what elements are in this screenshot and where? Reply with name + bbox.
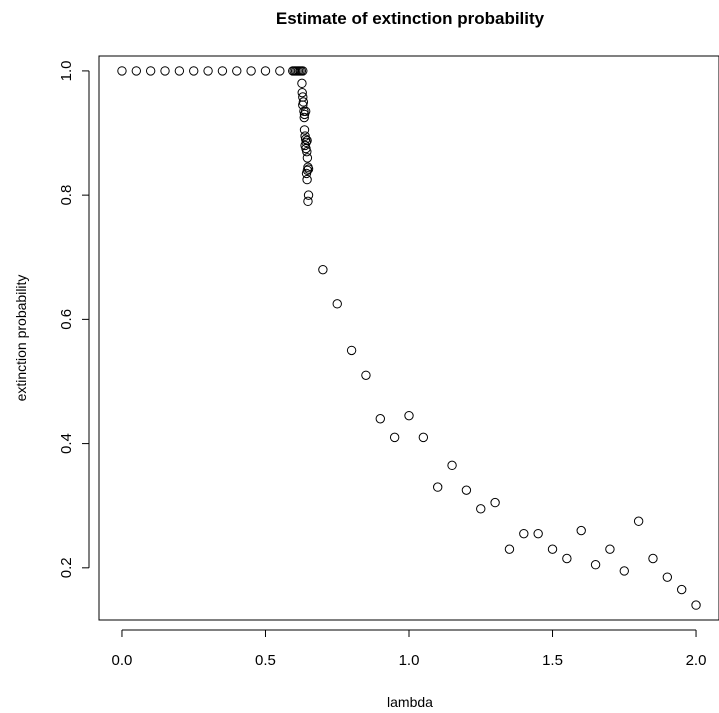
data-point <box>301 168 312 179</box>
data-point <box>447 460 457 471</box>
data-point <box>232 66 242 76</box>
y-tick-label: 0.4 <box>58 433 75 454</box>
x-tick-label: 1.5 <box>542 652 563 669</box>
data-point <box>691 600 701 610</box>
data-point <box>302 146 312 157</box>
x-axis: 0.0 0.5 1.0 1.5 2.0 <box>112 629 707 669</box>
x-tick-label: 0.5 <box>255 652 276 669</box>
x-tick-label: 1.0 <box>399 652 420 669</box>
data-point <box>404 410 414 421</box>
data-point <box>299 125 310 135</box>
data-points <box>117 66 701 610</box>
x-axis-label: lambda <box>387 694 433 710</box>
data-point <box>299 112 309 123</box>
data-point <box>246 66 256 76</box>
data-point <box>298 97 309 107</box>
data-point <box>260 66 271 76</box>
data-point <box>375 414 385 424</box>
y-axis-label: extinction probability <box>13 275 29 402</box>
data-point <box>547 544 558 554</box>
y-tick-label: 1.0 <box>58 60 75 81</box>
data-point <box>433 482 443 492</box>
data-point <box>302 153 313 163</box>
y-tick-label: 0.2 <box>58 557 75 578</box>
data-point <box>346 345 357 356</box>
data-point <box>461 485 472 495</box>
data-point <box>318 264 328 275</box>
data-point <box>297 78 307 89</box>
data-point <box>662 572 673 582</box>
data-point <box>174 66 185 76</box>
data-point <box>605 544 615 554</box>
data-point <box>619 566 629 576</box>
data-point <box>131 66 142 76</box>
data-point <box>300 134 311 144</box>
data-point <box>300 106 311 116</box>
data-point <box>298 66 308 76</box>
data-point <box>160 66 170 76</box>
data-point <box>418 432 429 443</box>
data-point <box>576 525 586 536</box>
data-point <box>633 516 644 526</box>
data-point <box>203 66 213 76</box>
x-tick-label: 0.0 <box>112 652 133 669</box>
data-point <box>300 131 310 141</box>
data-point <box>590 560 601 570</box>
data-point <box>361 370 371 380</box>
data-point <box>476 504 486 514</box>
y-tick-label: 0.8 <box>58 185 75 206</box>
data-point <box>676 584 687 595</box>
data-point <box>490 497 500 508</box>
data-point <box>562 553 572 564</box>
data-point <box>298 100 308 110</box>
data-point <box>648 553 658 564</box>
x-tick-label: 2.0 <box>686 652 707 669</box>
data-point <box>189 66 199 76</box>
data-point <box>533 528 543 539</box>
data-point <box>217 66 228 76</box>
data-point <box>389 432 400 443</box>
y-tick-label: 0.6 <box>58 309 75 330</box>
data-point <box>303 190 314 200</box>
data-point <box>332 299 342 309</box>
data-point <box>117 66 127 76</box>
plot-area-frame <box>98 55 719 621</box>
data-point <box>519 528 529 539</box>
data-point <box>303 164 314 174</box>
chart-title: Estimate of extinction probability <box>276 9 545 28</box>
y-axis: 0.2 0.4 0.6 0.8 1.0 <box>58 60 90 578</box>
data-point <box>504 544 515 554</box>
data-point <box>303 196 313 207</box>
data-point <box>297 87 307 98</box>
data-point <box>145 66 156 76</box>
data-point <box>275 66 285 76</box>
data-point <box>302 174 312 185</box>
